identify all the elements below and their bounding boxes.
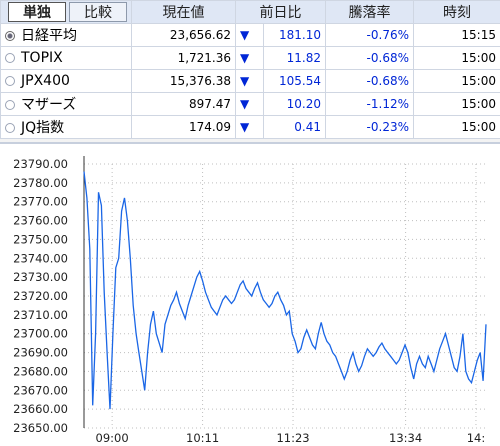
y-tick-label: 23790.00 <box>13 157 68 171</box>
x-tick-label: 13:34 <box>389 431 422 444</box>
down-arrow-icon: ▼ <box>236 93 264 116</box>
down-arrow-icon: ▼ <box>236 116 264 139</box>
rate-cell: -0.68% <box>326 47 414 70</box>
index-name: TOPIX <box>21 50 63 66</box>
y-tick-label: 23660.00 <box>13 402 68 416</box>
time-cell: 15:00 <box>414 116 500 139</box>
price-cell: 15,376.38 <box>132 70 236 93</box>
rate-cell: -0.68% <box>326 70 414 93</box>
index-name-cell[interactable]: JQ指数 <box>1 116 132 139</box>
price-cell: 23,656.62 <box>132 24 236 47</box>
radio-button[interactable] <box>5 53 15 63</box>
col-header-rate: 騰落率 <box>326 1 414 24</box>
y-tick-label: 23780.00 <box>13 176 68 190</box>
radio-button[interactable] <box>5 100 15 110</box>
y-tick-label: 23750.00 <box>13 232 68 246</box>
change-cell: 11.82 <box>264 47 326 70</box>
rate-cell: -0.76% <box>326 24 414 47</box>
time-cell: 15:00 <box>414 93 500 116</box>
radio-button[interactable] <box>5 76 15 86</box>
intraday-chart: 23790.00 23780.00 23770.00 23760.00 23750.00… <box>0 142 500 446</box>
table-row[interactable]: マザーズ 897.47▼10.20-1.12%15:00 <box>1 93 500 116</box>
tab-single[interactable]: 単独 <box>8 2 66 22</box>
view-tabs: 単独比較 <box>1 1 132 24</box>
radio-button[interactable] <box>5 31 15 41</box>
tab-compare[interactable]: 比較 <box>69 2 127 22</box>
x-tick-label: 14: <box>467 431 486 444</box>
time-cell: 15:00 <box>414 47 500 70</box>
radio-button[interactable] <box>5 123 15 133</box>
x-tick-label: 09:00 <box>96 431 129 444</box>
down-arrow-icon: ▼ <box>236 70 264 93</box>
time-cell: 15:15 <box>414 24 500 47</box>
down-arrow-icon: ▼ <box>236 24 264 47</box>
col-header-price: 現在値 <box>132 1 236 24</box>
y-tick-label: 23770.00 <box>13 195 68 209</box>
rate-cell: -0.23% <box>326 116 414 139</box>
index-name-cell[interactable]: 日経平均 <box>1 24 132 47</box>
index-name-cell[interactable]: TOPIX <box>1 47 132 70</box>
chart-svg: 23790.00 23780.00 23770.00 23760.00 23750.00… <box>0 144 500 444</box>
table-row[interactable]: 日経平均 23,656.62▼181.10-0.76%15:15 <box>1 24 500 47</box>
change-cell: 105.54 <box>264 70 326 93</box>
y-tick-label: 23670.00 <box>13 383 68 397</box>
y-tick-label: 23690.00 <box>13 346 68 360</box>
index-name-cell[interactable]: マザーズ <box>1 93 132 116</box>
y-tick-label: 23700.00 <box>13 327 68 341</box>
index-name: JPX400 <box>21 73 70 89</box>
index-name: 日経平均 <box>21 28 77 44</box>
table-row[interactable]: TOPIX 1,721.36▼11.82-0.68%15:00 <box>1 47 500 70</box>
down-arrow-icon: ▼ <box>236 47 264 70</box>
col-header-change: 前日比 <box>236 1 326 24</box>
y-tick-label: 23710.00 <box>13 308 68 322</box>
index-name-cell[interactable]: JPX400 <box>1 70 132 93</box>
change-cell: 0.41 <box>264 116 326 139</box>
table-row[interactable]: JQ指数 174.09▼0.41-0.23%15:00 <box>1 116 500 139</box>
y-tick-label: 23650.00 <box>13 421 68 435</box>
price-cell: 1,721.36 <box>132 47 236 70</box>
y-tick-label: 23740.00 <box>13 251 68 265</box>
y-tick-label: 23680.00 <box>13 364 68 378</box>
table-header: 単独比較 現在値 前日比 騰落率 時刻 <box>1 1 500 24</box>
rate-cell: -1.12% <box>326 93 414 116</box>
price-cell: 174.09 <box>132 116 236 139</box>
price-series-line <box>84 172 486 410</box>
col-header-time: 時刻 <box>414 1 500 24</box>
change-cell: 10.20 <box>264 93 326 116</box>
y-tick-label: 23730.00 <box>13 270 68 284</box>
y-tick-label: 23760.00 <box>13 214 68 228</box>
index-name: マザーズ <box>21 97 76 113</box>
x-tick-label: 11:23 <box>276 431 309 444</box>
index-name: JQ指数 <box>21 120 64 136</box>
y-tick-label: 23720.00 <box>13 289 68 303</box>
price-cell: 897.47 <box>132 93 236 116</box>
change-cell: 181.10 <box>264 24 326 47</box>
time-cell: 15:00 <box>414 70 500 93</box>
x-tick-label: 10:11 <box>186 431 219 444</box>
table-row[interactable]: JPX400 15,376.38▼105.54-0.68%15:00 <box>1 70 500 93</box>
